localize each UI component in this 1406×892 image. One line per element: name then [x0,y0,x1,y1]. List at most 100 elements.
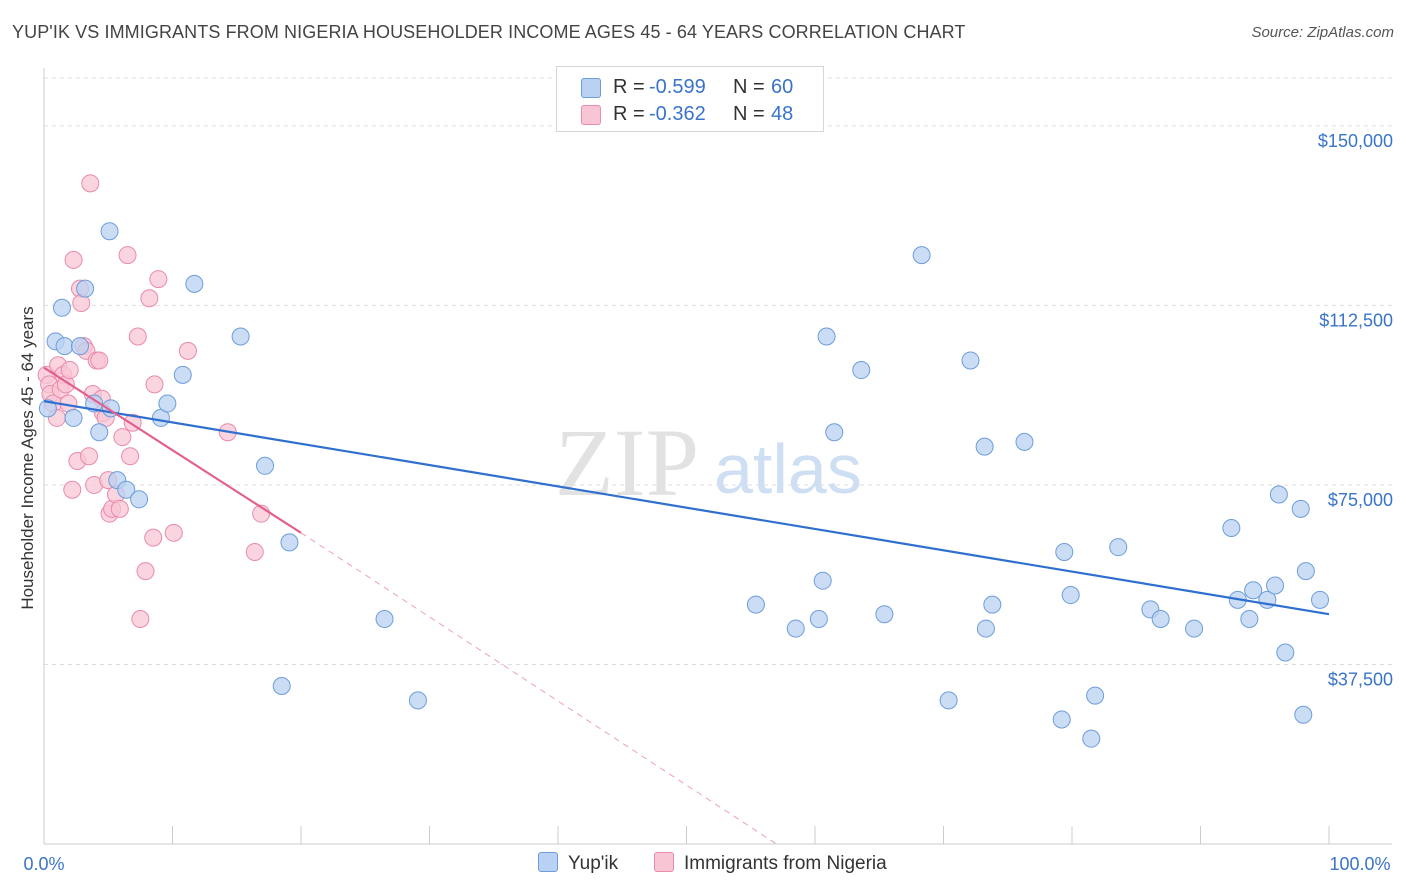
y-tick-label: $150,000 [1318,131,1393,151]
yupik-point [912,246,931,265]
yupik-point [52,298,71,317]
nigeria-point [149,270,168,289]
bottom-legend-swatch-yupik [538,852,558,872]
yupik-point [1052,710,1071,729]
yupik-point [158,394,177,413]
grid-lines [44,77,1392,665]
yupik-point [961,351,980,370]
yupik-point [408,691,427,710]
nigeria-point [118,246,137,265]
yupik-point [55,337,74,356]
nigeria-point [245,542,264,561]
bottom-legend-label-yupik: Yup'ik [568,853,619,874]
yupik-point [76,279,95,298]
trend-lines [43,366,1330,845]
nigeria-point [90,351,109,370]
correlation-legend: R = -0.599 N = 60 R = -0.362 N = 48 [556,66,824,132]
yupik-point [786,619,805,638]
yupik-point [852,361,871,380]
legend-n-label: N = [733,103,765,125]
yupik-point [117,480,136,499]
nigeria-point [110,499,129,518]
yupik-point [1294,705,1313,724]
yupik-point [975,437,994,456]
yupik-point [1055,542,1074,561]
y-tick-labels: $37,500 $75,000 $112,500 $150,000 [1318,131,1393,690]
yupik-point [1185,619,1204,638]
nigeria-point [64,250,83,269]
watermark: ZIP atlas [555,409,862,516]
yupik-point [817,327,836,346]
yupik-point [746,595,765,614]
source-credit: Source: ZipAtlas.com [1251,24,1394,41]
yupik-point [1222,519,1241,538]
legend-swatch-yupik [581,78,601,98]
x-tick-labels: 0.0% 100.0% [23,854,1390,874]
nigeria-point [60,361,79,380]
yupik-point [1061,586,1080,605]
yupik-point [1244,581,1263,600]
nigeria-point [121,447,140,466]
chart-title: YUP'IK VS IMMIGRANTS FROM NIGERIA HOUSEH… [12,22,966,42]
nigeria-point [63,480,82,499]
legend-n-label: N = [733,76,765,98]
yupik-point [1082,729,1101,748]
yupik-point [1086,686,1105,705]
nigeria-point [145,375,164,394]
legend-n-value-yupik: 60 [771,76,794,98]
nigeria-point [140,289,159,308]
yupik-point [130,490,149,509]
legend-swatch-nigeria [581,105,601,125]
yupik-point [173,365,192,384]
yupik-point [280,533,299,552]
bottom-legend-swatch-nigeria [654,852,674,872]
yupik-point [100,222,119,241]
series-yupik-points [38,222,1330,748]
watermark-atlas: atlas [714,430,862,508]
watermark-zip: ZIP [555,409,699,516]
yupik-point [1311,590,1330,609]
nigeria-trend-extension [300,532,777,845]
yupik-trend-line [43,400,1330,616]
yupik-point [809,609,828,628]
nigeria-point [136,562,155,581]
yupik-point [375,609,394,628]
yupik-point [1240,609,1259,628]
legend-r-label: R = [613,103,645,125]
bottom-legend-yupik: Yup'ik [538,852,618,875]
bottom-legend-label-nigeria: Immigrants from Nigeria [684,853,887,874]
series-nigeria-points [37,174,271,628]
y-tick-label: $112,500 [1319,310,1393,330]
yupik-point [231,327,250,346]
y-tick-label: $75,000 [1328,490,1393,510]
yupik-point [1151,609,1170,628]
legend-r-value-nigeria: -0.362 [649,103,706,125]
x-tick-label-left: 0.0% [23,854,64,874]
legend-r-value-yupik: -0.599 [649,76,706,98]
yupik-point [90,423,109,442]
nigeria-point [79,447,98,466]
yupik-point [1109,538,1128,557]
yupik-point [38,399,57,418]
nigeria-point [81,174,100,193]
nigeria-point [178,341,197,360]
yupik-point [1266,576,1285,595]
legend-n-value-nigeria: 48 [771,103,794,125]
axes [43,68,1392,845]
bottom-legend-nigeria: Immigrants from Nigeria [654,852,887,875]
y-tick-label: $37,500 [1328,669,1393,689]
yupik-point [939,691,958,710]
yupik-point [1269,485,1288,504]
yupik-point [256,456,275,475]
yupik-point [983,595,1002,614]
nigeria-point [131,609,150,628]
yupik-point [64,408,83,427]
yupik-point [813,571,832,590]
yupik-point [875,605,894,624]
yupik-point [1291,499,1310,518]
x-tick-label-right: 100.0% [1329,854,1390,874]
nigeria-point [144,528,163,547]
yupik-point [185,274,204,293]
nigeria-point [164,523,183,542]
yupik-point [272,677,291,696]
